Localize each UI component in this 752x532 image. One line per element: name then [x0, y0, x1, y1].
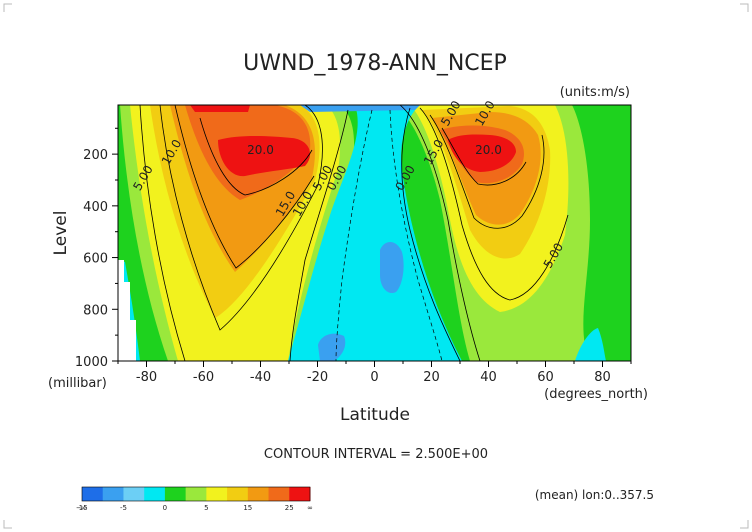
contour-lines [139, 105, 569, 361]
easterly-core-low [318, 333, 346, 361]
colorbar-swatch [185, 487, 207, 501]
colorbar-swatch [82, 487, 104, 501]
colorbar: -∞-15 -5 0 5 15 25 ∞ [76, 486, 313, 512]
easterly-core-mid [380, 242, 404, 294]
colorbar-swatch [268, 487, 290, 501]
nh-jet-core [448, 134, 516, 172]
contour-label: 20.0 [247, 143, 274, 157]
y-tick-label: 400 [83, 200, 108, 215]
x-tick-label: -80 [136, 370, 157, 385]
eq-dashed-left [335, 109, 373, 361]
colorbar-swatch [206, 487, 228, 501]
antarctic-missing [118, 260, 136, 361]
x-tick-label: -20 [307, 370, 328, 385]
eq-dashed-right [389, 109, 443, 361]
sh-jet-core [218, 136, 311, 177]
x-axis: -80 -60 -40 -20 0 20 40 60 80 [117, 361, 632, 385]
x-tick-label: 60 [537, 370, 554, 385]
y-tick-label: 1000 [75, 355, 108, 370]
y-tick-label: 600 [83, 252, 108, 267]
colorbar-swatch [144, 487, 166, 501]
x-tick-label: 40 [480, 370, 497, 385]
units-label: (units:m/s) [560, 85, 630, 100]
sh-contour-zero [289, 109, 349, 361]
colorbar-swatch [123, 487, 145, 501]
nh-contour-zero [401, 107, 461, 361]
contour-interval-text: CONTOUR INTERVAL = 2.500E+00 [264, 447, 488, 462]
colorbar-swatch [289, 487, 311, 501]
negative-contour-lines [335, 109, 443, 361]
nh-contour-10 [419, 107, 569, 301]
colorbar-tick-label: ∞ [307, 504, 313, 512]
contour-label: 20.0 [475, 143, 502, 157]
x-tick-label: -40 [250, 370, 271, 385]
y-units-label: (millibar) [48, 376, 107, 391]
colorbar-swatch [102, 487, 124, 501]
colorbar-swatch [247, 487, 270, 501]
chart-title: UWND_1978-ANN_NCEP [243, 51, 507, 76]
arctic-easterlies [575, 328, 606, 361]
colorbar-tick-label: 0 [163, 504, 167, 512]
footer-note: (mean) lon:0..357.5 [535, 488, 654, 502]
sh-contour-10 [159, 105, 323, 331]
colorbar-swatch [227, 487, 249, 501]
x-tick-label: 20 [423, 370, 440, 385]
x-tick-label: 80 [594, 370, 611, 385]
colorbar-tick-label: 25 [285, 504, 294, 512]
colorbar-tick-label: 15 [243, 504, 252, 512]
sh-contour-15 [174, 105, 315, 269]
colorbar-tick-label: -15 [76, 504, 87, 512]
y-tick-label: 800 [83, 303, 108, 318]
y-axis: 200 400 600 800 1000 [75, 127, 118, 370]
equatorial-easterlies [288, 105, 462, 361]
x-units-label: (degrees_north) [544, 387, 648, 402]
corner-marks [3, 3, 749, 529]
x-tick-label: 0 [370, 370, 378, 385]
nh-contour-5 [399, 105, 481, 361]
sh-contour-5 [139, 105, 186, 361]
x-axis-label: Latitude [340, 405, 410, 425]
contour-field [118, 105, 631, 361]
y-axis-label: Level [51, 211, 71, 256]
colorbar-swatch [164, 487, 187, 501]
colorbar-tick-label: 5 [204, 504, 208, 512]
colorbar-frame [81, 486, 311, 502]
x-tick-label: -60 [193, 370, 214, 385]
nh-contour-15 [429, 114, 545, 229]
sh-top-core [190, 105, 250, 112]
colorbar-tick-label: -5 [120, 504, 127, 512]
nh-contour-20 [441, 127, 527, 186]
y-tick-label: 200 [83, 148, 108, 163]
colorbar-tick-label: -∞ [78, 504, 86, 512]
sh-contour-20 [199, 117, 313, 196]
